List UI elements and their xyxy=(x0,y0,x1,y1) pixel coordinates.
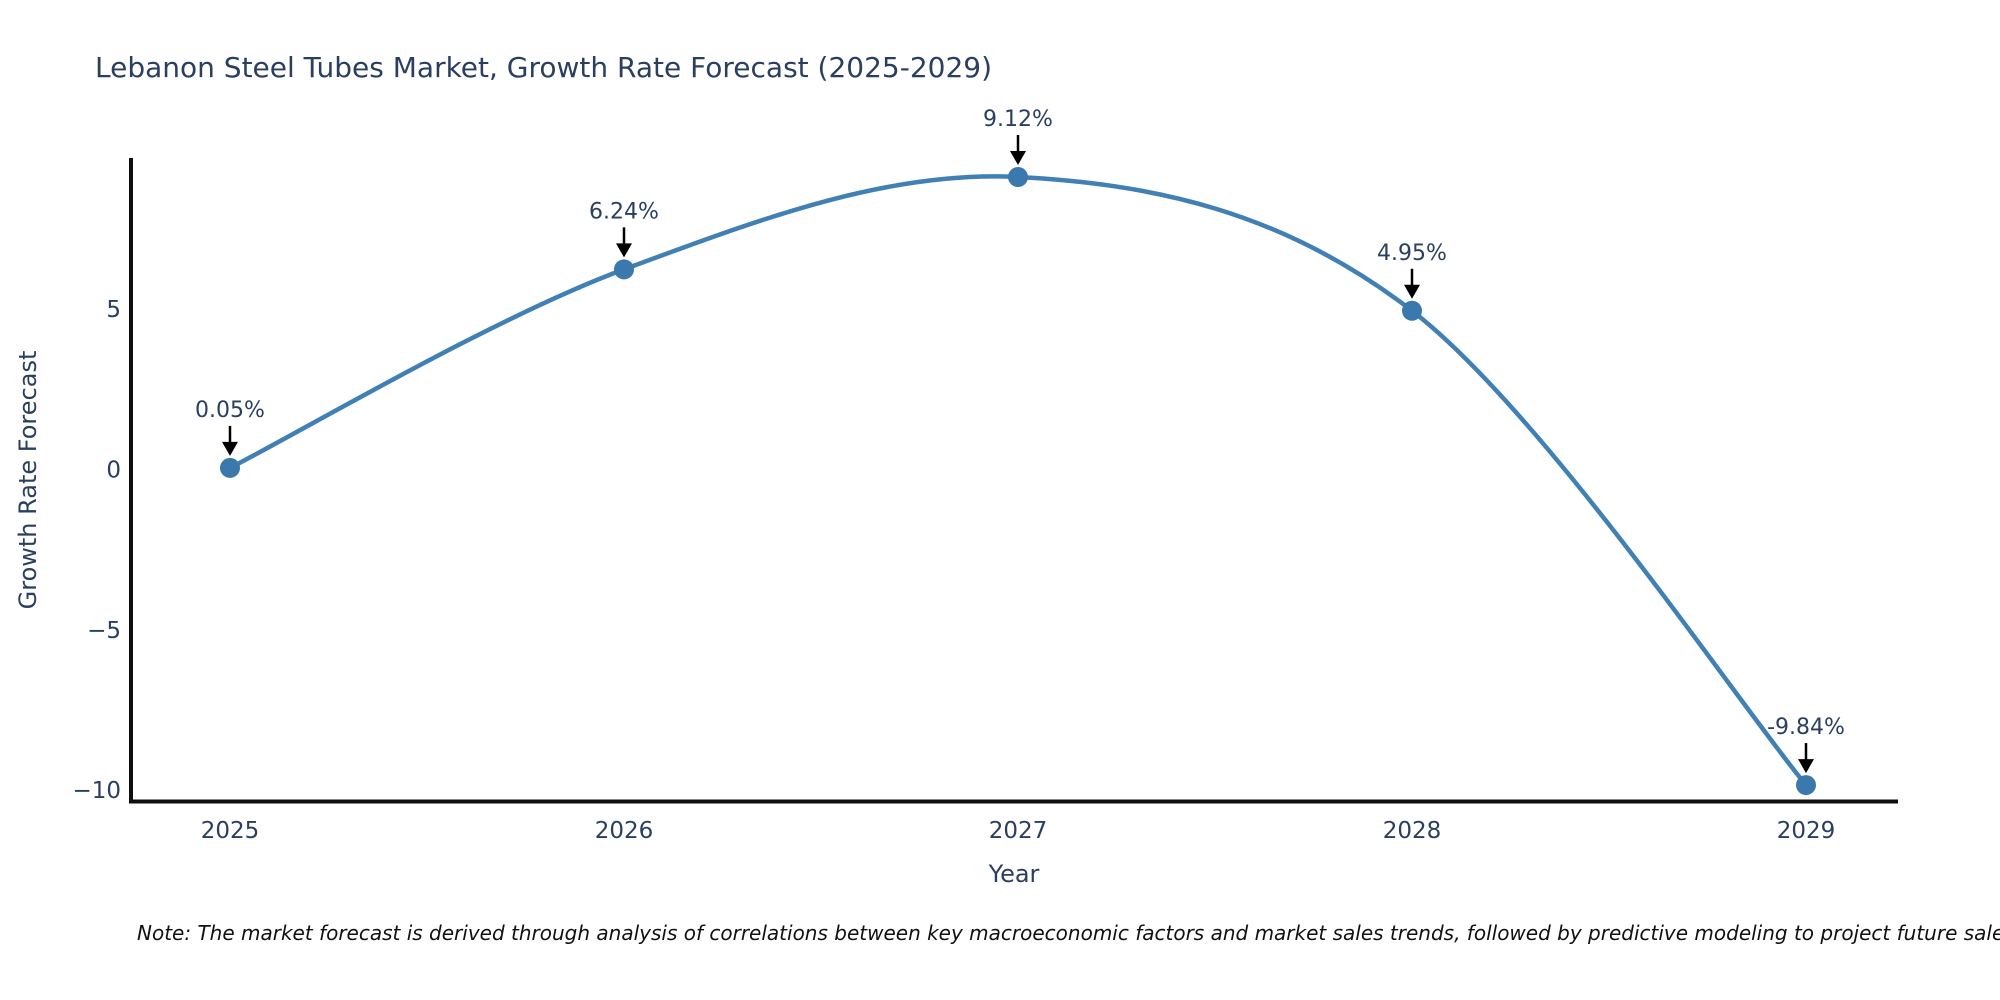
y-tick-label: 0 xyxy=(106,458,121,484)
annotation-label: 0.05% xyxy=(195,398,265,423)
x-tick-label: 2027 xyxy=(989,818,1048,844)
y-tick-label: −5 xyxy=(87,618,121,644)
x-tick-label: 2026 xyxy=(595,818,654,844)
annotations-group: 0.05% 6.24% 9.12% 4.95% -9.84% xyxy=(195,107,1845,774)
y-tick-label: 5 xyxy=(106,297,121,323)
annotation-label: -9.84% xyxy=(1767,715,1845,740)
annotation-2026: 6.24% xyxy=(589,199,659,258)
data-point-2028[interactable] xyxy=(1402,300,1422,321)
x-tick-label: 2025 xyxy=(201,818,260,844)
annotation-arrowhead-icon xyxy=(616,243,632,258)
data-point-2027[interactable] xyxy=(1008,167,1028,188)
y-tick-label: −10 xyxy=(72,778,121,804)
annotation-2027: 9.12% xyxy=(983,107,1053,166)
data-point-2029[interactable] xyxy=(1796,775,1816,796)
data-point-2025[interactable] xyxy=(220,457,240,478)
annotation-arrowhead-icon xyxy=(1798,759,1814,774)
y-axis-title: Growth Rate Forecast xyxy=(14,351,42,610)
x-tick-label: 2028 xyxy=(1383,818,1442,844)
annotation-arrowhead-icon xyxy=(1404,284,1420,299)
chart-title: Lebanon Steel Tubes Market, Growth Rate … xyxy=(95,51,992,84)
data-point-2026[interactable] xyxy=(614,259,634,280)
series-group xyxy=(220,167,1816,796)
axes xyxy=(129,158,1898,804)
annotation-2025: 0.05% xyxy=(195,398,265,456)
annotation-label: 6.24% xyxy=(589,199,659,224)
annotation-label: 9.12% xyxy=(983,107,1053,132)
x-axis-title: Year xyxy=(988,860,1040,888)
annotation-arrowhead-icon xyxy=(1010,151,1026,166)
tick-labels: 5 0 −5 −10 2025 2026 2027 2028 2029 xyxy=(72,297,1835,844)
annotation-2029: -9.84% xyxy=(1767,715,1845,774)
footnote: Note: The market forecast is derived thr… xyxy=(137,921,2000,945)
annotation-arrowhead-icon xyxy=(222,441,238,456)
series-line xyxy=(227,174,1809,788)
x-tick-label: 2029 xyxy=(1777,818,1836,844)
annotation-label: 4.95% xyxy=(1377,241,1447,266)
annotation-2028: 4.95% xyxy=(1377,241,1447,299)
